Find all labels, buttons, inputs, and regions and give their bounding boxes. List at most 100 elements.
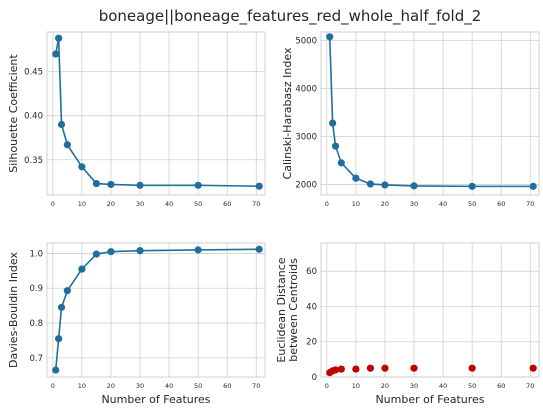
data-point	[107, 248, 115, 256]
x-tick-label: 30	[136, 382, 144, 390]
x-tick-label: 30	[410, 382, 418, 390]
data-point	[366, 180, 375, 188]
data-point	[337, 365, 345, 373]
x-tick-label: 10	[352, 200, 360, 208]
data-point	[78, 265, 86, 273]
x-tick-label: 20	[107, 200, 115, 208]
plot-frame	[320, 242, 540, 378]
subplot-3: 0 10 20 30 40 50 60 70 0.7 0.8 0.9 1.0 Davies-Bouldi…	[7, 242, 266, 406]
y-tick-label: 0.9	[29, 284, 43, 294]
y-axis-label: Euclidean Distancebetween Centroids	[275, 257, 300, 362]
y-tick-label: 0.35	[24, 156, 43, 166]
data-point	[136, 247, 144, 255]
x-tick-label: 20	[381, 382, 389, 390]
data-point	[57, 303, 66, 311]
subplot-2: 0 10 20 30 40 50 60 70 2000 3000 4000 5000Calinski-…	[281, 31, 540, 208]
x-tick-label: 10	[78, 382, 86, 390]
series-line	[54, 38, 260, 187]
y-axis-label: Calinski-Harabasz Index	[281, 47, 294, 179]
x-tick-label: 40	[165, 200, 173, 208]
y-tick-label: 20	[306, 338, 317, 348]
data-point	[468, 364, 476, 372]
x-tick-label: 30	[410, 200, 418, 208]
data-point	[52, 366, 60, 374]
data-point	[52, 50, 60, 58]
x-tick-label: 60	[497, 200, 505, 208]
data-point	[331, 366, 340, 374]
data-point	[255, 182, 263, 190]
y-tick-label: 0.40	[24, 112, 43, 122]
data-point	[381, 364, 389, 372]
x-tick-label: 50	[194, 200, 202, 208]
x-tick-label: 70	[526, 382, 534, 390]
y-tick-label: 1.0	[29, 249, 43, 259]
y-tick-label: 0.45	[24, 68, 43, 78]
x-axis-label: Number of Features	[375, 393, 484, 406]
x-tick-label: 50	[468, 200, 476, 208]
data-point	[337, 159, 345, 167]
x-tick-label: 60	[223, 200, 231, 208]
x-tick-label: 70	[252, 200, 260, 208]
x-tick-label: 10	[352, 382, 360, 390]
y-tick-label: 4000	[295, 85, 317, 95]
x-tick-label: 40	[439, 200, 447, 208]
data-point	[331, 142, 340, 150]
y-tick-label: 2000	[295, 180, 317, 190]
data-point	[55, 34, 63, 42]
series-line	[328, 36, 534, 188]
x-tick-label: 20	[107, 382, 115, 390]
y-tick-label: 40	[306, 302, 317, 312]
y-tick-label: 3000	[295, 133, 317, 143]
data-point	[326, 33, 334, 41]
x-axis-label: Number of Features	[101, 393, 210, 406]
data-point	[366, 364, 375, 372]
y-axis-label: Davies-Bouldin Index	[7, 252, 20, 368]
y-tick-label: 0.8	[29, 319, 43, 329]
data-point	[468, 182, 476, 190]
x-tick-label: 60	[223, 382, 231, 390]
x-tick-label: 20	[381, 200, 389, 208]
y-tick-label: 60	[306, 267, 317, 277]
data-point	[381, 181, 389, 189]
subplot-1: 0 10 20 30 40 50 60 70 0.35 0.40 0.45 Silhouette Co…	[7, 31, 266, 208]
x-tick-label: 0	[51, 200, 55, 208]
x-tick-label: 30	[136, 200, 144, 208]
x-tick-label: 40	[165, 382, 173, 390]
series-line	[54, 248, 260, 371]
data-point	[194, 181, 202, 189]
x-tick-label: 70	[252, 382, 260, 390]
x-tick-label: 50	[194, 382, 202, 390]
data-point	[92, 179, 101, 188]
y-tick-label: 5000	[295, 37, 317, 47]
data-point	[107, 180, 115, 189]
data-point	[529, 364, 537, 372]
x-tick-label: 0	[51, 382, 55, 390]
plot-frame	[46, 242, 266, 378]
data-point	[352, 365, 360, 373]
subplot-4: 0 10 20 30 40 50 60 70 0 20 40 60 Euclidean Distance…	[275, 242, 540, 406]
plot-frame	[320, 31, 540, 196]
x-tick-label: 0	[325, 200, 329, 208]
data-point	[352, 174, 360, 182]
x-tick-label: 10	[78, 200, 86, 208]
data-point	[136, 181, 144, 189]
x-tick-label: 0	[325, 382, 329, 390]
x-tick-label: 70	[526, 200, 534, 208]
data-point	[92, 250, 101, 258]
data-point	[329, 119, 337, 127]
data-point	[410, 364, 418, 372]
data-point	[529, 182, 537, 190]
x-tick-label: 60	[497, 382, 505, 390]
data-point	[63, 287, 71, 295]
data-point	[63, 141, 71, 149]
x-tick-label: 40	[439, 382, 447, 390]
x-tick-label: 50	[468, 382, 476, 390]
y-tick-label: 0	[312, 373, 317, 383]
y-axis-label: Silhouette Coefficient	[7, 54, 20, 173]
plot-frame	[46, 31, 266, 196]
data-point	[194, 246, 202, 254]
data-point	[57, 120, 66, 129]
y-tick-label: 0.7	[29, 354, 43, 364]
data-point	[255, 245, 263, 253]
